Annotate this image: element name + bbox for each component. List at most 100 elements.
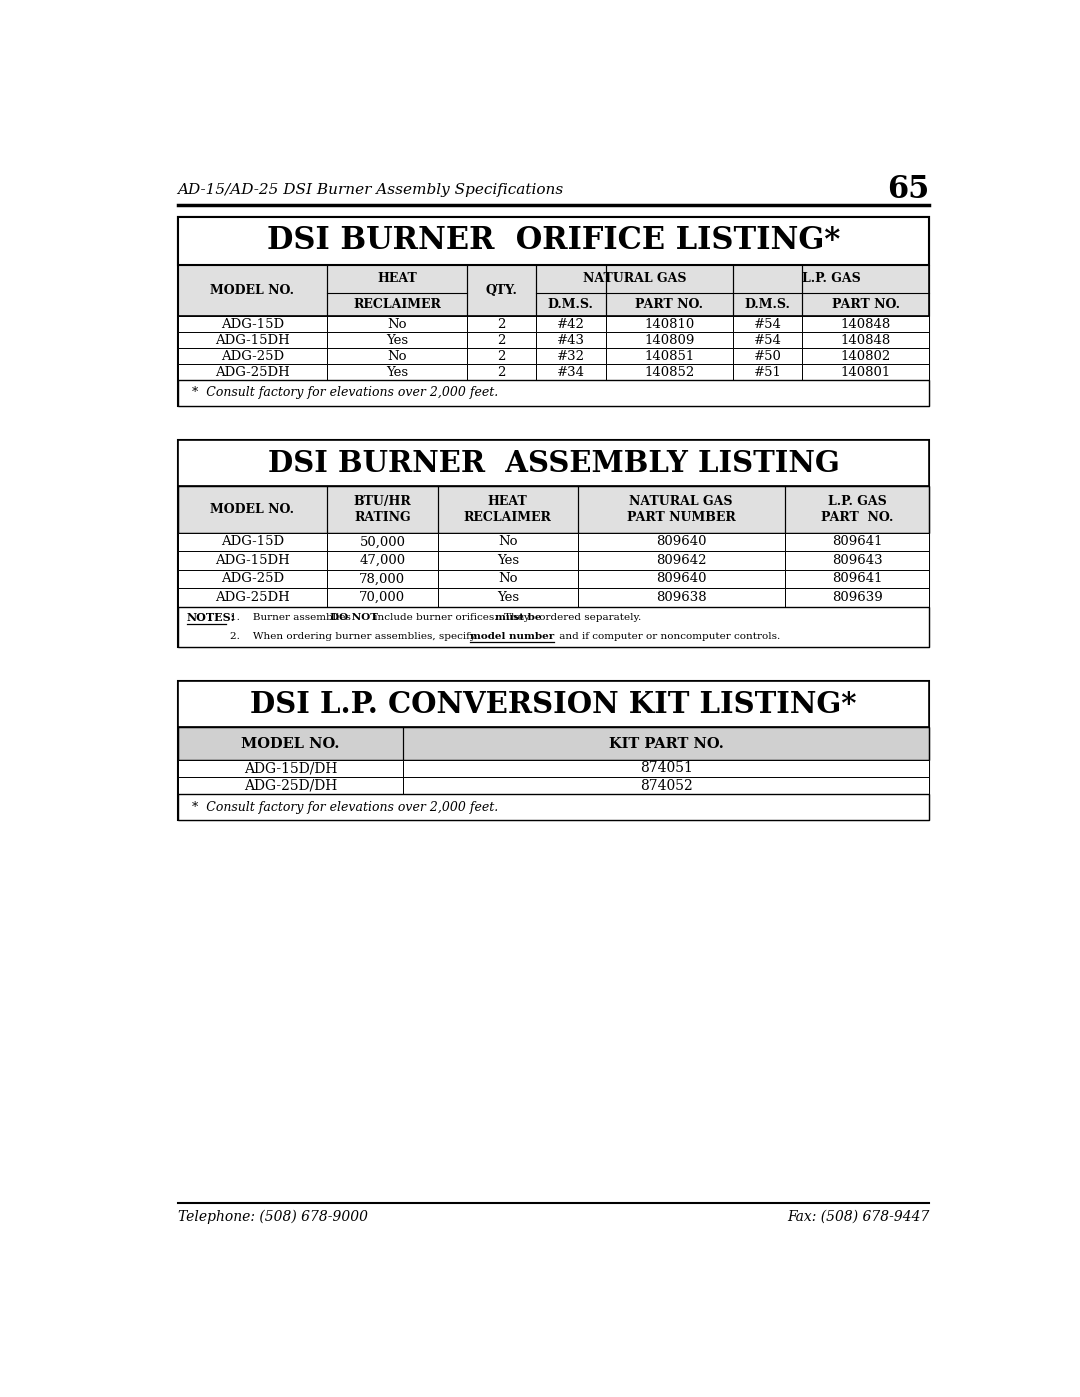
Bar: [785, 532, 930, 550]
Bar: [327, 532, 437, 550]
Bar: [785, 486, 930, 532]
Text: and if computer or noncomputer controls.: and if computer or noncomputer controls.: [556, 631, 780, 641]
Text: PART NO.: PART NO.: [635, 298, 703, 312]
Bar: [177, 332, 327, 348]
Text: 78,000: 78,000: [360, 573, 405, 585]
Text: 874052: 874052: [639, 778, 692, 792]
Bar: [403, 728, 930, 760]
Text: 809639: 809639: [832, 591, 882, 604]
Text: 140848: 140848: [840, 317, 891, 331]
Text: 809641: 809641: [832, 573, 882, 585]
Text: 140848: 140848: [840, 334, 891, 346]
Bar: [467, 348, 536, 365]
Text: 874051: 874051: [639, 761, 692, 775]
Bar: [536, 348, 606, 365]
Bar: [467, 365, 536, 380]
Text: MODEL NO.: MODEL NO.: [241, 736, 339, 750]
Bar: [177, 316, 327, 332]
Bar: [732, 264, 802, 316]
Text: HEAT
RECLAIMER: HEAT RECLAIMER: [463, 495, 552, 524]
Text: QTY.: QTY.: [486, 284, 517, 298]
Text: 809640: 809640: [656, 535, 706, 549]
Bar: [177, 606, 930, 647]
Bar: [437, 550, 578, 570]
Bar: [437, 570, 578, 588]
Bar: [327, 570, 437, 588]
Bar: [606, 332, 732, 348]
Bar: [177, 760, 403, 777]
Text: 809643: 809643: [832, 553, 882, 567]
Bar: [578, 532, 785, 550]
Bar: [802, 348, 930, 365]
Text: HEAT: HEAT: [377, 272, 417, 285]
Bar: [177, 532, 327, 550]
Bar: [177, 440, 930, 486]
Bar: [177, 486, 930, 532]
Text: Fax: (508) 678-9447: Fax: (508) 678-9447: [787, 1210, 930, 1224]
Text: Yes: Yes: [386, 366, 408, 379]
Text: ADG-15DH: ADG-15DH: [215, 334, 289, 346]
Text: Telephone: (508) 678-9000: Telephone: (508) 678-9000: [177, 1210, 367, 1224]
Bar: [732, 332, 802, 348]
Bar: [536, 316, 606, 332]
Bar: [467, 316, 536, 332]
Bar: [802, 316, 930, 332]
Text: 2: 2: [497, 334, 505, 346]
Text: 50,000: 50,000: [360, 535, 405, 549]
Bar: [177, 682, 930, 820]
Bar: [467, 264, 536, 316]
Text: Yes: Yes: [497, 591, 518, 604]
Bar: [177, 682, 930, 728]
Text: NATURAL GAS
PART NUMBER: NATURAL GAS PART NUMBER: [626, 495, 735, 524]
Bar: [467, 332, 536, 348]
Bar: [327, 332, 467, 348]
Text: No: No: [498, 535, 517, 549]
Bar: [802, 264, 930, 316]
Bar: [785, 588, 930, 606]
Bar: [437, 588, 578, 606]
Text: Yes: Yes: [497, 553, 518, 567]
Text: DO NOT: DO NOT: [330, 613, 378, 622]
Text: 809640: 809640: [656, 573, 706, 585]
Text: must be: must be: [495, 613, 541, 622]
Bar: [177, 440, 930, 647]
Bar: [327, 550, 437, 570]
Text: #50: #50: [754, 349, 782, 363]
Text: PART NO.: PART NO.: [832, 298, 900, 312]
Text: DSI BURNER  ASSEMBLY LISTING: DSI BURNER ASSEMBLY LISTING: [268, 448, 839, 478]
Bar: [177, 217, 930, 264]
Text: 2.    When ordering burner assemblies, specify: 2. When ordering burner assemblies, spec…: [230, 631, 478, 641]
Bar: [177, 588, 327, 606]
Bar: [606, 365, 732, 380]
Bar: [732, 348, 802, 365]
Bar: [785, 550, 930, 570]
Bar: [177, 728, 930, 760]
Bar: [578, 570, 785, 588]
Bar: [177, 365, 327, 380]
Text: 2: 2: [497, 317, 505, 331]
Text: RECLAIMER: RECLAIMER: [353, 298, 441, 312]
Text: ADG-25D: ADG-25D: [220, 573, 284, 585]
Bar: [177, 217, 930, 405]
Text: ADG-15D: ADG-15D: [220, 317, 284, 331]
Text: 140801: 140801: [840, 366, 891, 379]
Text: #43: #43: [557, 334, 585, 346]
Bar: [177, 264, 327, 316]
Text: L.P. GAS: L.P. GAS: [801, 272, 861, 285]
Text: No: No: [387, 317, 407, 331]
Bar: [327, 365, 467, 380]
Text: 1.    Burner assemblies: 1. Burner assemblies: [230, 613, 353, 622]
Bar: [606, 316, 732, 332]
Bar: [327, 486, 437, 532]
Text: *  Consult factory for elevations over 2,000 feet.: * Consult factory for elevations over 2,…: [191, 800, 498, 813]
Bar: [802, 365, 930, 380]
Text: ADG-25D: ADG-25D: [220, 349, 284, 363]
Bar: [177, 348, 327, 365]
Text: No: No: [498, 573, 517, 585]
Text: #32: #32: [557, 349, 585, 363]
Bar: [177, 550, 327, 570]
Bar: [177, 380, 930, 405]
Text: #51: #51: [754, 366, 782, 379]
Text: 809638: 809638: [656, 591, 706, 604]
Text: AD-15/AD-25 DSI Burner Assembly Specifications: AD-15/AD-25 DSI Burner Assembly Specific…: [177, 183, 564, 197]
